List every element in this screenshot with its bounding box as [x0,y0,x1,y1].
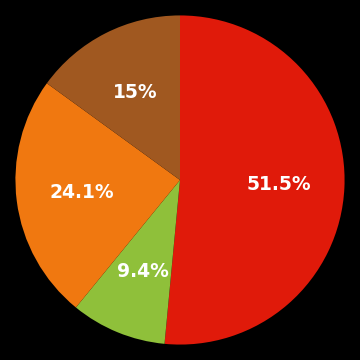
Text: 24.1%: 24.1% [50,183,114,202]
Wedge shape [165,15,345,345]
Wedge shape [76,180,180,344]
Text: 15%: 15% [113,82,157,102]
Wedge shape [15,83,180,307]
Text: 51.5%: 51.5% [246,175,311,194]
Wedge shape [47,15,180,180]
Text: 9.4%: 9.4% [117,262,168,281]
